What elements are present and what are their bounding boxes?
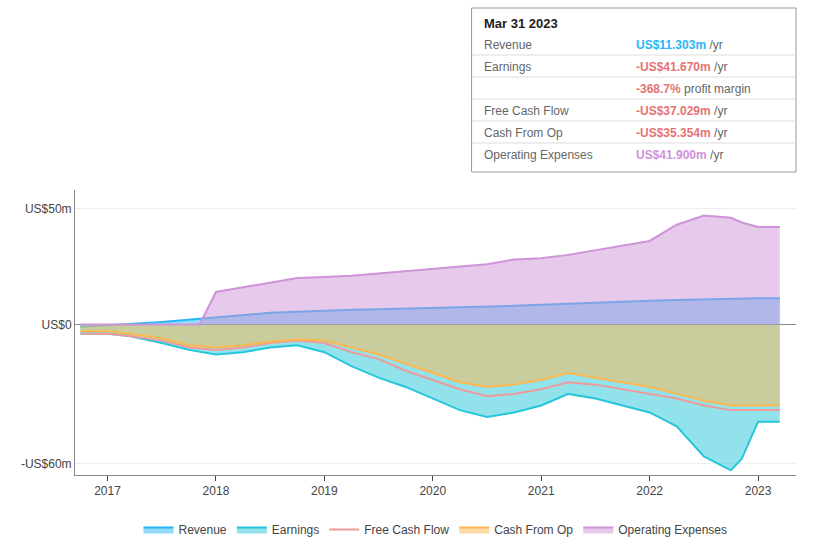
svg-text:-US$37.029m /yr: -US$37.029m /yr <box>636 104 727 118</box>
svg-text:Free Cash Flow: Free Cash Flow <box>364 523 449 537</box>
svg-text:US$41.900m /yr: US$41.900m /yr <box>636 148 723 162</box>
svg-text:-US$41.670m /yr: -US$41.670m /yr <box>636 60 727 74</box>
svg-text:2018: 2018 <box>203 484 230 498</box>
svg-text:-US$35.354m /yr: -US$35.354m /yr <box>636 126 727 140</box>
svg-text:2022: 2022 <box>636 484 663 498</box>
svg-text:Operating Expenses: Operating Expenses <box>484 148 593 162</box>
svg-text:2019: 2019 <box>311 484 338 498</box>
svg-text:Cash From Op: Cash From Op <box>484 126 563 140</box>
svg-text:US$0: US$0 <box>42 318 72 332</box>
svg-text:2021: 2021 <box>528 484 555 498</box>
svg-text:Free Cash Flow: Free Cash Flow <box>484 104 569 118</box>
svg-text:-US$60m: -US$60m <box>21 457 72 471</box>
svg-text:Earnings: Earnings <box>272 523 319 537</box>
svg-text:2017: 2017 <box>94 484 121 498</box>
svg-text:2023: 2023 <box>745 484 772 498</box>
svg-text:Operating Expenses: Operating Expenses <box>618 523 727 537</box>
svg-text:Earnings: Earnings <box>484 60 531 74</box>
svg-text:Revenue: Revenue <box>484 38 532 52</box>
svg-text:US$11.303m /yr: US$11.303m /yr <box>636 38 723 52</box>
svg-text:US$50m: US$50m <box>25 202 72 216</box>
svg-text:Revenue: Revenue <box>179 523 227 537</box>
svg-text:Mar 31 2023: Mar 31 2023 <box>484 16 558 31</box>
svg-text:-368.7% profit margin: -368.7% profit margin <box>636 82 751 96</box>
svg-text:2020: 2020 <box>419 484 446 498</box>
svg-text:Cash From Op: Cash From Op <box>494 523 573 537</box>
